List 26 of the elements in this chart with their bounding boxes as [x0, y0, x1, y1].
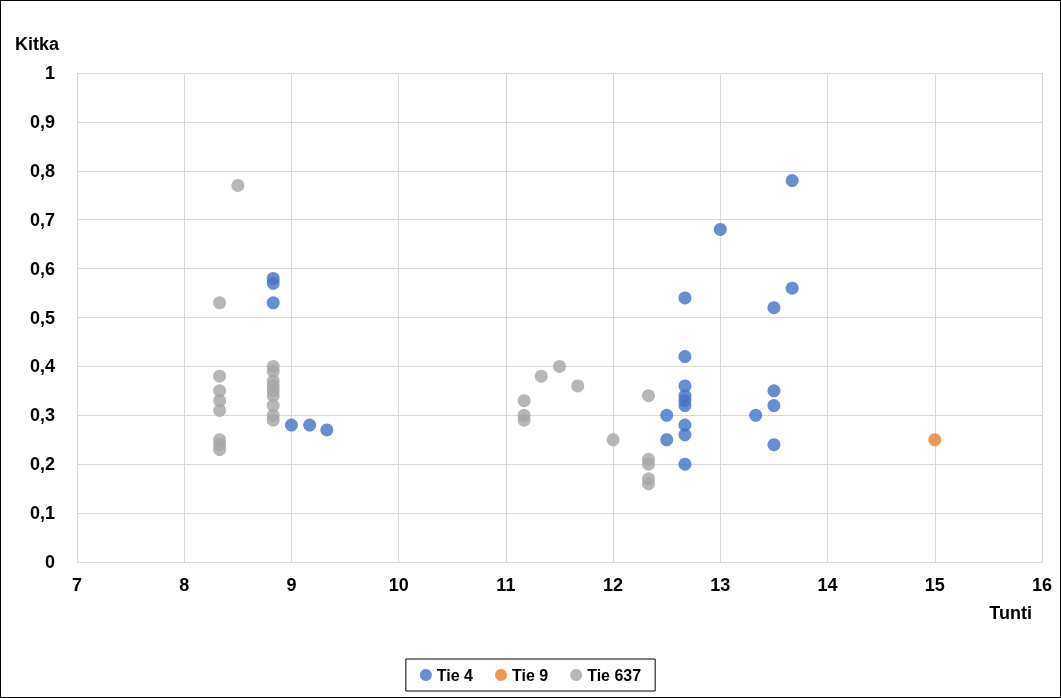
y-tick-label: 0,3 [29, 405, 55, 426]
legend-label: Tie 637 [587, 666, 642, 684]
x-tick-label: 7 [71, 575, 83, 595]
y-tick-label: 1 [44, 63, 55, 83]
x-axis-title: Tunti [989, 603, 1032, 623]
y-tick-label: 0,2 [29, 454, 55, 475]
x-tick-label: 15 [924, 575, 945, 595]
x-tick-label: 8 [179, 575, 190, 595]
y-tick-label: 0,1 [29, 503, 55, 524]
y-tick-label: 0,8 [29, 160, 55, 181]
x-tick-label: 14 [817, 575, 838, 595]
x-tick-label: 10 [388, 575, 409, 595]
x-tick-label: 13 [710, 575, 731, 595]
y-tick-label: 0,5 [29, 307, 55, 328]
y-tick-label: 0,9 [29, 111, 55, 132]
y-tick-label: 0,7 [29, 209, 55, 230]
x-tick-label: 11 [496, 575, 516, 595]
x-tick-label: 16 [1031, 575, 1053, 595]
legend-label: Tie 9 [512, 666, 549, 684]
y-tick-label: 0,6 [29, 258, 55, 279]
x-tick-label: 12 [603, 575, 624, 595]
x-tick-label: 9 [286, 575, 297, 595]
y-axis-title: Kitka [15, 34, 60, 54]
y-tick-label: 0 [44, 552, 55, 572]
y-tick-label: 0,4 [29, 356, 55, 377]
legend-label: Tie 4 [436, 666, 474, 684]
